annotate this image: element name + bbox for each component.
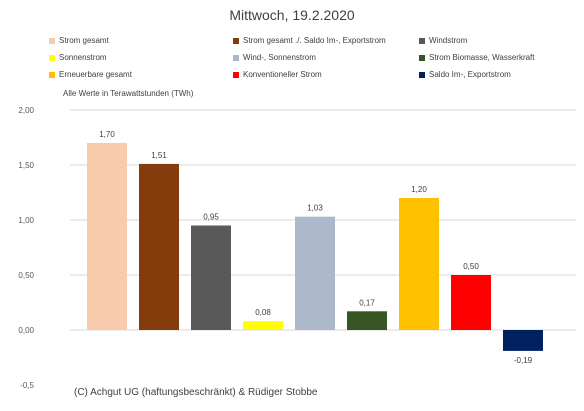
data-label: 1,20 [411, 185, 427, 194]
data-label: -0,19 [514, 356, 533, 365]
data-label: 1,03 [307, 204, 323, 213]
legend-item: Wind-, Sonnenstrom [233, 53, 316, 62]
legend-item: Saldo Im-, Exportstrom [419, 70, 511, 79]
bar [295, 216, 335, 330]
legend-swatch [49, 37, 55, 44]
bar [139, 163, 179, 330]
data-label: 1,51 [151, 151, 167, 160]
bar [87, 143, 127, 330]
legend-swatch [419, 71, 425, 78]
legend-item: Sonnenstrom [49, 53, 107, 62]
y-tick-label: 2,00 [18, 106, 34, 115]
units-note: Alle Werte in Terawattstunden (TWh) [63, 89, 194, 98]
legend-item: Konventioneller Strom [233, 70, 322, 79]
legend-item: Strom gesamt ./. Saldo Im-, Exportstrom [233, 36, 386, 45]
legend-item: Strom Biomasse, Wasserkraft [419, 53, 535, 62]
bar [191, 225, 231, 330]
bar [243, 321, 283, 330]
legend-label: Sonnenstrom [59, 53, 107, 62]
legend-swatch [49, 71, 55, 78]
chart-title: Mittwoch, 19.2.2020 [229, 7, 355, 23]
data-label: 0,50 [463, 262, 479, 271]
legend-label: Strom gesamt ./. Saldo Im-, Exportstrom [243, 36, 386, 45]
bar [399, 198, 439, 330]
data-label: 0,08 [255, 308, 271, 317]
y-tick-label: 1,50 [18, 161, 34, 170]
bar [347, 311, 387, 330]
legend-swatch [49, 54, 55, 61]
legend-label: Windstrom [429, 36, 468, 45]
legend-swatch [419, 37, 425, 44]
bar [451, 275, 491, 330]
legend-item: Erneuerbare gesamt [49, 70, 132, 79]
copyright-text: (C) Achgut UG (haftungsbeschränkt) & Rüd… [74, 387, 318, 398]
legend-label: Erneuerbare gesamt [59, 70, 132, 79]
legend-item: Windstrom [419, 36, 467, 45]
legend-swatch [233, 54, 239, 61]
y-tick-label: 0,50 [18, 271, 34, 280]
legend-label: Strom Biomasse, Wasserkraft [429, 53, 535, 62]
legend-swatch [233, 71, 239, 78]
data-label: 0,95 [203, 213, 219, 222]
legend-swatch [419, 54, 425, 61]
legend-item: Strom gesamt [49, 36, 109, 45]
bar [503, 330, 543, 351]
legend-label: Wind-, Sonnenstrom [243, 53, 316, 62]
legend-label: Saldo Im-, Exportstrom [429, 70, 511, 79]
y-tick-label: 1,00 [18, 216, 34, 225]
legend-label: Strom gesamt [59, 36, 109, 45]
legend-swatch [233, 37, 239, 44]
data-label: 0,17 [359, 298, 375, 307]
data-label: 1,70 [99, 130, 115, 139]
y-tick-label: 0,00 [18, 326, 34, 335]
legend-label: Konventioneller Strom [243, 70, 322, 79]
y-tick-label: -0,5 [20, 381, 34, 390]
